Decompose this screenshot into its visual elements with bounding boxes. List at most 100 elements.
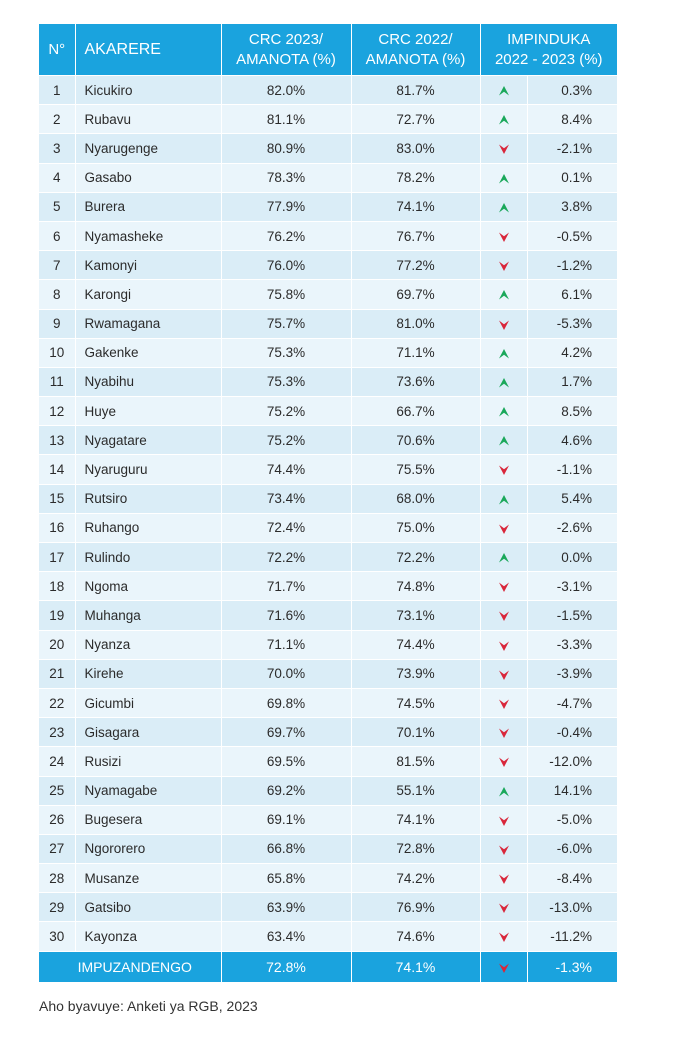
district-name: Rwamagana <box>75 308 222 339</box>
district-name: Gasabo <box>75 162 222 193</box>
table-row: 13 Nyagatare 75.2% 70.6% 4.6% <box>39 425 618 455</box>
table-row: 6 Nyamasheke 76.2% 76.7% -0.5% <box>39 220 618 251</box>
crc-2022-value: 70.1% <box>351 717 481 747</box>
crc-2022-value: 75.5% <box>351 454 481 485</box>
crc-2023-value: 69.7% <box>221 717 352 747</box>
crc-2022-value: 81.7% <box>351 74 481 105</box>
arrow-up-icon <box>498 407 509 417</box>
change-value: -3.9% <box>527 658 618 689</box>
district-name: Kirehe <box>75 658 222 689</box>
table-row: 27 Ngororero 66.8% 72.8% -6.0% <box>39 833 618 864</box>
change-value: -11.2% <box>527 921 618 952</box>
trend-cell <box>480 104 528 134</box>
crc-2023-value: 71.6% <box>221 600 352 631</box>
table-row: 14 Nyaruguru 74.4% 75.5% -1.1% <box>39 454 618 485</box>
trend-cell <box>480 74 528 105</box>
arrow-down-icon <box>498 728 509 739</box>
trend-cell <box>480 687 528 718</box>
crc-2023-value: 72.4% <box>221 512 352 543</box>
crc-2022-value: 70.6% <box>351 425 481 455</box>
crc-2022-value: 69.7% <box>351 279 481 309</box>
crc-2022-value: 77.2% <box>351 250 481 280</box>
district-name: Ngororero <box>75 833 222 864</box>
arrow-down-icon <box>498 874 509 885</box>
change-value: 0.1% <box>527 162 618 193</box>
crc-2022-value: 72.8% <box>351 833 481 864</box>
district-name: Nyaruguru <box>75 454 222 485</box>
arrow-up-icon <box>498 290 509 300</box>
crc-ranking-table: N° AKARERE CRC 2023/ AMANOTA (%) CRC 202… <box>39 24 618 982</box>
source-note: Aho byavuye: Anketi ya RGB, 2023 <box>39 998 258 1014</box>
table-row: 20 Nyanza 71.1% 74.4% -3.3% <box>39 629 618 660</box>
header-change-line2: 2022 - 2023 (%) <box>494 50 603 68</box>
trend-cell <box>480 133 528 164</box>
row-number: 29 <box>39 892 76 922</box>
crc-2023-value: 71.1% <box>221 629 352 660</box>
change-value: -1.2% <box>527 250 618 280</box>
header-no: N° <box>39 24 76 76</box>
trend-cell <box>480 629 528 660</box>
table-row: 1 Kicukiro 82.0% 81.7% 0.3% <box>39 74 618 105</box>
table-row: 23 Gisagara 69.7% 70.1% -0.4% <box>39 717 618 747</box>
arrow-down-icon <box>498 641 509 651</box>
arrow-up-icon <box>498 86 509 96</box>
arrow-up-icon <box>498 202 509 213</box>
row-number: 9 <box>39 308 76 339</box>
trend-cell <box>480 191 528 222</box>
crc-2022-value: 81.5% <box>351 746 481 776</box>
change-value: -5.0% <box>527 804 618 835</box>
row-number: 30 <box>39 921 76 952</box>
crc-2022-value: 68.0% <box>351 483 481 514</box>
crc-2023-value: 75.2% <box>221 396 352 426</box>
trend-cell <box>480 454 528 485</box>
table-row: 17 Rulindo 72.2% 72.2% 0.0% <box>39 541 618 572</box>
crc-2022-value: 74.8% <box>351 571 481 601</box>
change-value: 8.4% <box>527 104 618 134</box>
trend-cell <box>480 804 528 835</box>
trend-cell <box>480 600 528 631</box>
trend-cell <box>480 746 528 776</box>
change-value: 4.2% <box>527 337 618 368</box>
crc-2023-value: 69.2% <box>221 775 352 806</box>
crc-2023-value: 69.8% <box>221 687 352 718</box>
trend-cell <box>480 512 528 543</box>
trend-cell <box>480 366 528 397</box>
crc-2023-value: 66.8% <box>221 833 352 864</box>
table-row: 5 Burera 77.9% 74.1% 3.8% <box>39 191 618 222</box>
district-name: Rutsiro <box>75 483 222 514</box>
arrow-down-icon <box>498 699 509 709</box>
table-row: 25 Nyamagabe 69.2% 55.1% 14.1% <box>39 775 618 806</box>
row-number: 1 <box>39 74 76 105</box>
change-value: -5.3% <box>527 308 618 339</box>
header-change: IMPINDUKA 2022 - 2023 (%) <box>480 24 618 76</box>
table-row: 21 Kirehe 70.0% 73.9% -3.9% <box>39 658 618 689</box>
arrow-down-icon <box>498 320 509 330</box>
table-row: 29 Gatsibo 63.9% 76.9% -13.0% <box>39 892 618 922</box>
table-body: 1 Kicukiro 82.0% 81.7% 0.3% 2 Rubavu 81.1% 72.7%… <box>39 74 618 952</box>
crc-2022-value: 74.2% <box>351 863 481 893</box>
row-number: 3 <box>39 133 76 164</box>
arrow-down-icon <box>498 903 509 914</box>
crc-2023-value: 75.3% <box>221 366 352 397</box>
district-name: Karongi <box>75 279 222 309</box>
district-name: Nyarugenge <box>75 133 222 164</box>
table-row: 7 Kamonyi 76.0% 77.2% -1.2% <box>39 250 618 280</box>
table-row: 8 Karongi 75.8% 69.7% 6.1% <box>39 279 618 309</box>
district-name: Muhanga <box>75 600 222 631</box>
crc-2022-value: 78.2% <box>351 162 481 193</box>
district-name: Huye <box>75 396 222 426</box>
trend-cell <box>480 279 528 309</box>
arrow-down-icon <box>498 524 509 534</box>
change-value: 1.7% <box>527 366 618 397</box>
district-name: Kicukiro <box>75 74 222 105</box>
crc-2023-value: 70.0% <box>221 658 352 689</box>
crc-2023-value: 69.5% <box>221 746 352 776</box>
table-row: 3 Nyarugenge 80.9% 83.0% -2.1% <box>39 133 618 164</box>
district-name: Nyagatare <box>75 425 222 455</box>
crc-2023-value: 63.9% <box>221 892 352 922</box>
change-value: -2.6% <box>527 512 618 543</box>
crc-2023-value: 76.2% <box>221 220 352 251</box>
change-value: 5.4% <box>527 483 618 514</box>
change-value: -2.1% <box>527 133 618 164</box>
trend-cell <box>480 541 528 572</box>
